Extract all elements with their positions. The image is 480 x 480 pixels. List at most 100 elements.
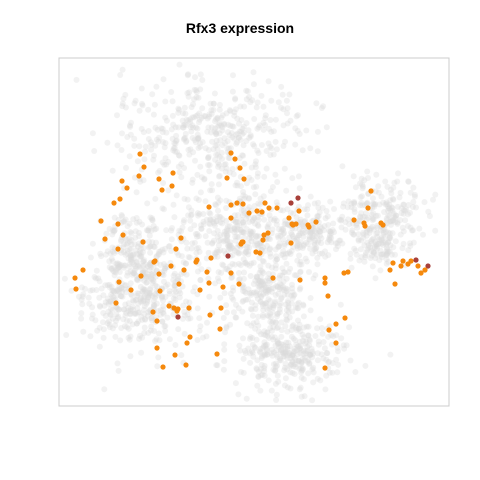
background-cell-point (205, 162, 212, 168)
background-cell-point (139, 288, 146, 295)
background-cell-point (91, 274, 98, 280)
background-cell-point (212, 201, 219, 208)
background-cell-point (107, 298, 114, 304)
background-cell-point (240, 256, 247, 263)
background-cell-point (290, 348, 297, 355)
background-cell-point (299, 245, 306, 251)
background-cell-point (343, 342, 350, 349)
expression-point (80, 267, 86, 273)
background-cell-point (267, 325, 274, 331)
background-cell-point (221, 346, 228, 353)
background-cell-point (248, 348, 255, 355)
background-cell-point (227, 122, 234, 129)
background-cell-point (243, 180, 250, 187)
background-cell-point (276, 340, 282, 347)
background-cell-point (260, 343, 267, 349)
background-cell-point (306, 235, 313, 242)
expression-point (168, 263, 174, 269)
background-cell-point (278, 226, 285, 232)
background-cell-point (102, 282, 109, 289)
background-cell-point (314, 148, 321, 155)
background-cell-point (206, 293, 213, 300)
background-cell-point (193, 245, 200, 252)
background-cell-point (109, 315, 116, 322)
background-cell-point (261, 278, 268, 284)
background-cell-point (365, 245, 372, 252)
background-cell-point (392, 215, 399, 222)
background-cell-point (245, 195, 252, 201)
background-cell-point (276, 306, 283, 313)
background-cell-point (226, 241, 232, 248)
background-cell-point (346, 221, 353, 228)
expression-point (154, 318, 160, 324)
background-cell-point (371, 243, 378, 250)
background-cell-point (236, 260, 242, 267)
background-cell-point (148, 275, 155, 282)
expression-point (120, 232, 126, 238)
background-cell-point (289, 175, 296, 182)
background-cell-point (136, 253, 143, 260)
background-cell-point (160, 297, 166, 304)
background-cell-point (257, 298, 264, 305)
background-cell-point (178, 271, 185, 277)
background-cell-point (158, 292, 165, 299)
background-cell-point (123, 289, 130, 296)
background-cell-point (121, 264, 127, 271)
background-cell-point (179, 117, 186, 124)
background-cell-point (373, 171, 380, 178)
background-cell-point (264, 242, 270, 249)
expression-point (197, 287, 203, 293)
background-cell-point (265, 313, 272, 320)
background-cell-point (257, 387, 264, 394)
expression-point (333, 321, 339, 327)
background-cell-point (240, 142, 247, 149)
background-cell-point (131, 261, 138, 268)
background-cell-point (368, 247, 375, 254)
background-cell-point (255, 200, 262, 207)
background-cell-point (289, 370, 296, 376)
background-cell-point (404, 223, 411, 229)
background-cell-point (229, 260, 236, 267)
background-cell-point (208, 111, 215, 117)
background-cell-point (295, 325, 302, 332)
background-cell-point (269, 264, 275, 271)
background-cell-point (194, 112, 201, 119)
background-cell-point (197, 277, 204, 284)
background-cell-point (255, 373, 262, 380)
background-cell-point (340, 342, 347, 349)
background-cell-point (326, 234, 333, 241)
background-cell-point (213, 202, 219, 209)
background-cell-point (291, 272, 298, 279)
background-cell-point (196, 116, 203, 123)
background-cell-point (144, 289, 151, 296)
background-cell-point (231, 135, 238, 142)
expression-point (259, 209, 265, 215)
background-cell-point (187, 217, 194, 224)
background-cell-point (126, 318, 133, 324)
background-cell-point (280, 350, 287, 357)
background-cell-point (109, 293, 116, 300)
background-cell-point (267, 245, 274, 252)
background-cell-point (127, 252, 134, 259)
background-cell-point (114, 305, 121, 312)
background-cell-point (389, 205, 396, 212)
background-cell-point (383, 252, 390, 259)
background-cell-point (328, 239, 335, 246)
expression-point (138, 273, 144, 279)
background-cell-point (267, 216, 274, 223)
background-cell-point (273, 256, 280, 263)
background-cell-point (322, 253, 329, 260)
expression-point (368, 188, 374, 194)
background-cell-point (380, 251, 387, 258)
background-cell-point (270, 217, 277, 224)
background-cell-point (144, 200, 151, 207)
background-cell-point (133, 296, 140, 303)
background-cell-point (389, 217, 396, 224)
background-cell-point (198, 114, 205, 121)
background-cell-point (147, 286, 154, 293)
background-cell-point (221, 135, 228, 142)
background-cell-point (131, 142, 138, 149)
background-cell-point (139, 221, 146, 228)
background-cell-point (189, 135, 196, 141)
background-cell-point (270, 336, 277, 343)
